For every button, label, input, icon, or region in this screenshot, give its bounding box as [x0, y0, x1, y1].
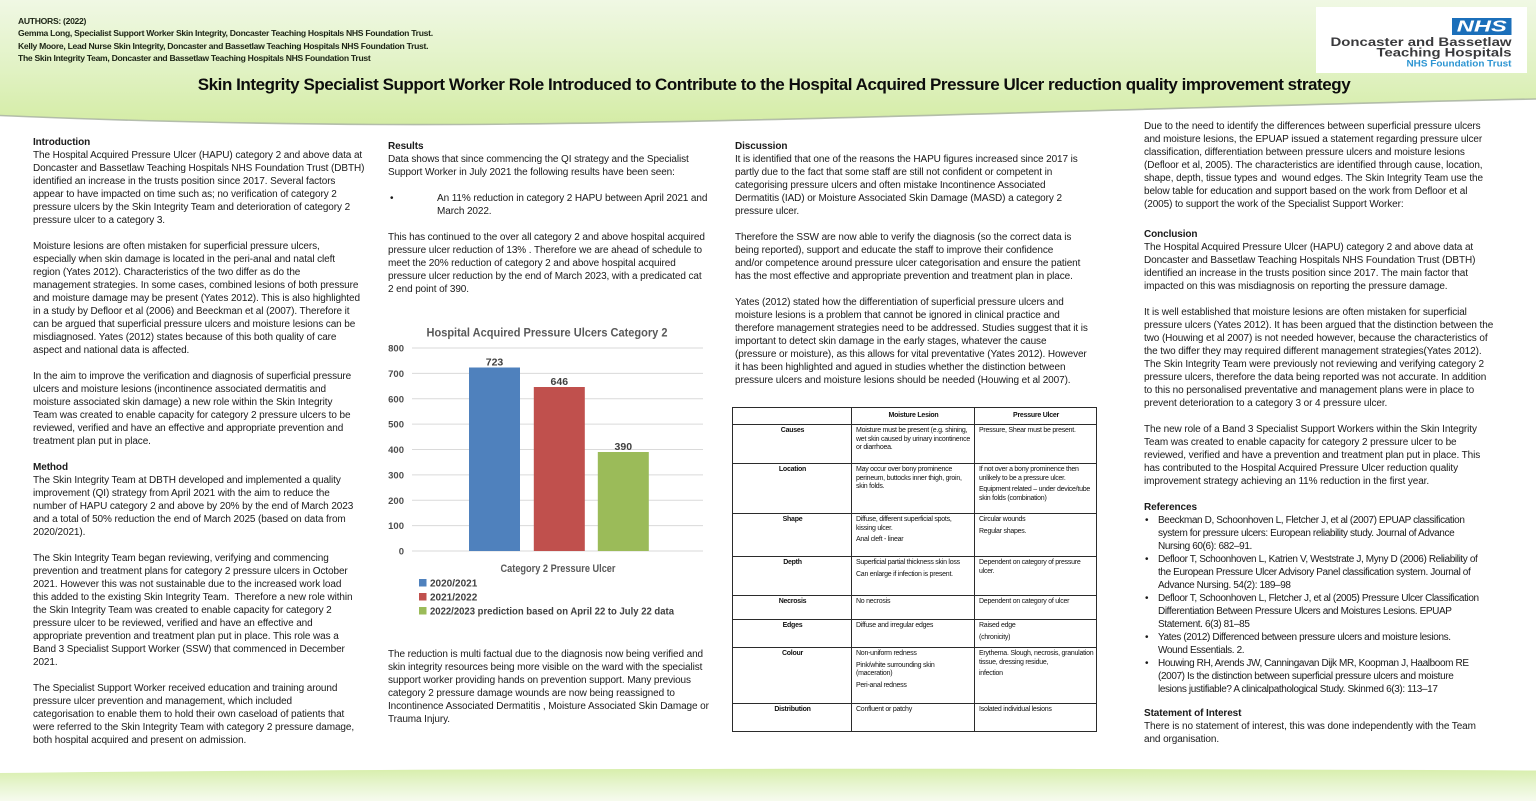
svg-text:390: 390 [615, 441, 633, 453]
svg-text:200: 200 [388, 496, 404, 507]
svg-text:2020/2021: 2020/2021 [430, 579, 478, 590]
svg-text:700: 700 [388, 369, 404, 380]
svg-text:100: 100 [388, 521, 404, 532]
svg-text:Doncaster and Bassetlaw: Doncaster and Bassetlaw [1331, 35, 1513, 49]
svg-text:Category 2 Pressure Ulcer: Category 2 Pressure Ulcer [501, 563, 617, 575]
svg-text:400: 400 [388, 445, 404, 456]
svg-text:2022/2023 prediction based on: 2022/2023 prediction based on April 22 t… [430, 606, 674, 618]
svg-text:800: 800 [388, 344, 404, 355]
svg-text:500: 500 [388, 420, 404, 431]
svg-text:646: 646 [551, 376, 569, 388]
svg-text:300: 300 [388, 470, 404, 481]
svg-text:NHS Foundation Trust: NHS Foundation Trust [1407, 59, 1512, 69]
svg-text:2021/2022: 2021/2022 [430, 593, 478, 604]
svg-text:NHS: NHS [1457, 19, 1508, 36]
svg-text:0: 0 [399, 547, 404, 558]
svg-text:Hospital Acquired Pressure Ulc: Hospital Acquired Pressure Ulcers Catego… [427, 326, 668, 340]
svg-text:600: 600 [388, 394, 404, 405]
svg-text:723: 723 [486, 357, 504, 369]
svg-text:Teaching Hospitals: Teaching Hospitals [1377, 45, 1512, 59]
